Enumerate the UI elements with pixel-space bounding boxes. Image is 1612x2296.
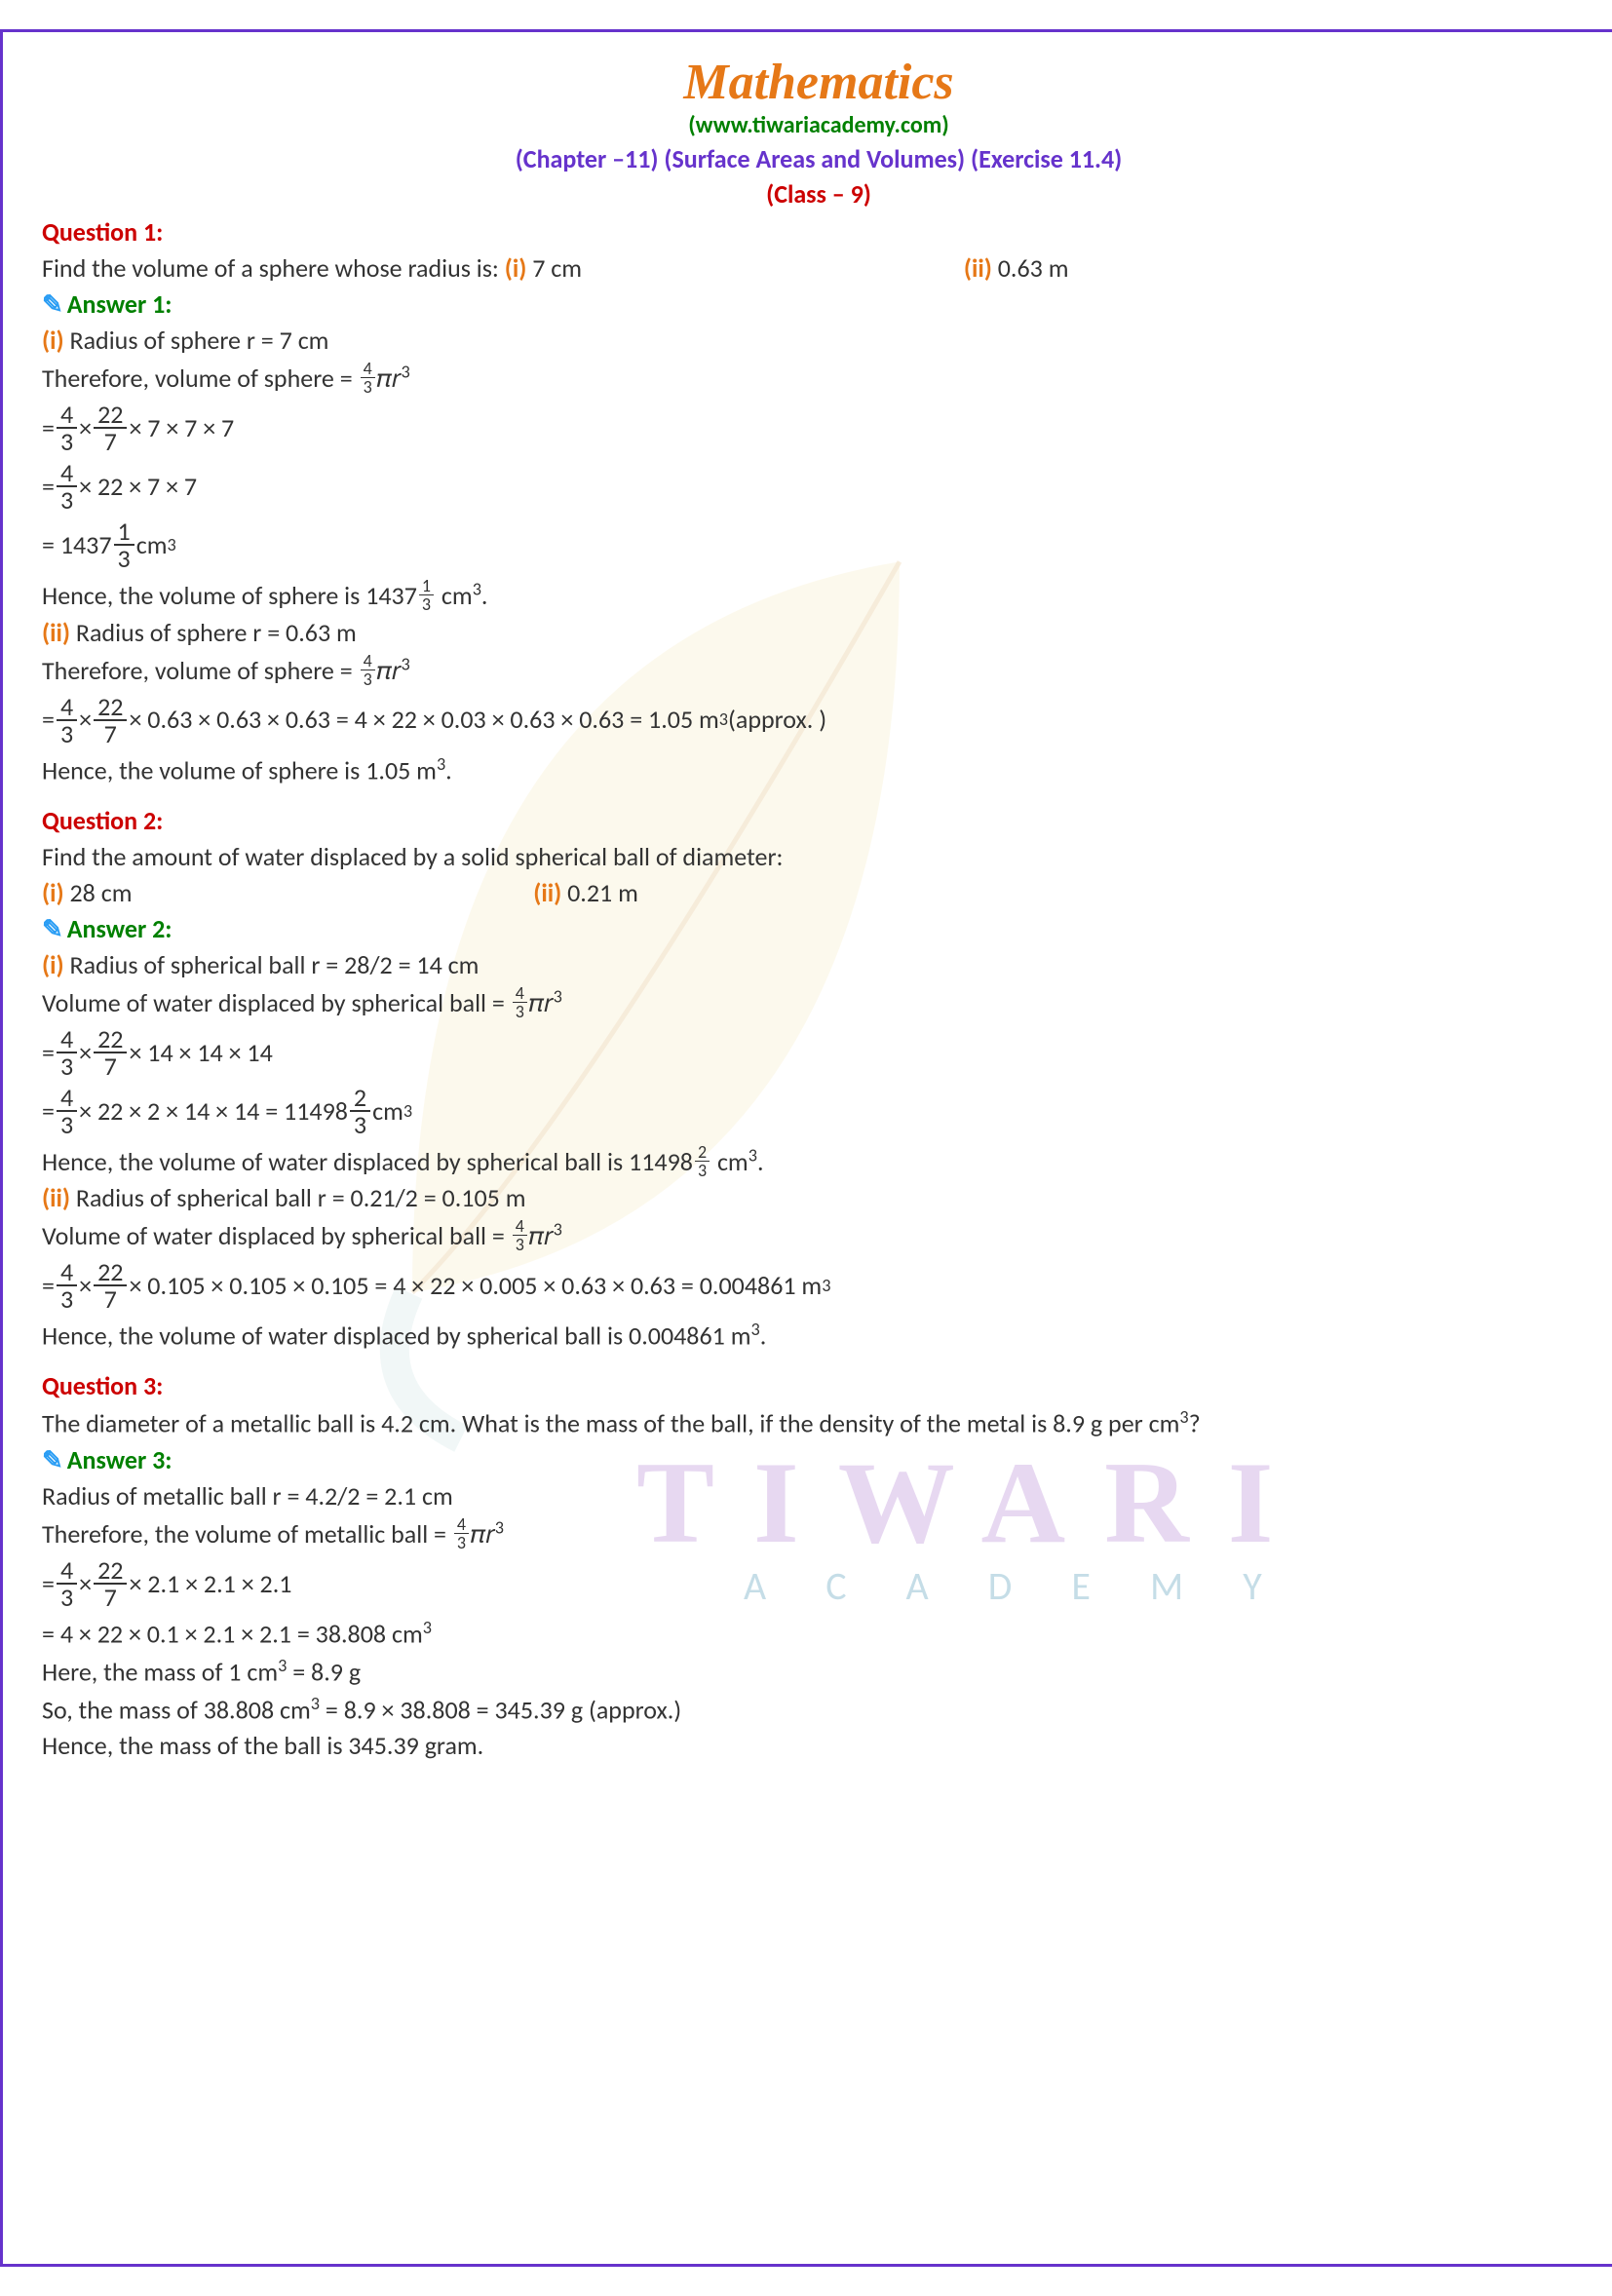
q1-ii-eq: = 43 × 227 × 0.63 × 0.63 × 0.63 = 4 × 22… <box>42 694 1595 746</box>
answer-2-label: ✎Answer 2: <box>42 912 1595 946</box>
q2-i-conc: Hence, the volume of water displaced by … <box>42 1143 1595 1179</box>
q1-text: Find the volume of a sphere whose radius… <box>42 251 1595 286</box>
q1-ii-l2: Therefore, volume of sphere = 43𝜋𝑟3 <box>42 652 1595 688</box>
q3-eq1: = 43 × 227 × 2.1 × 2.1 × 2.1 <box>42 1557 1595 1610</box>
question-1-label: Question 1: <box>42 215 1595 249</box>
q2-eq2: = 43 × 22 × 2 × 14 × 14 = 1149823 cm3 <box>42 1085 1595 1137</box>
q2-ii-eq: = 43 × 227 × 0.105 × 0.105 × 0.105 = 4 ×… <box>42 1259 1595 1312</box>
question-3-label: Question 3: <box>42 1369 1595 1403</box>
q3-l6: So, the mass of 38.808 cm3 = 8.9 × 38.80… <box>42 1692 1595 1728</box>
q3-l7: Hence, the mass of the ball is 345.39 gr… <box>42 1729 1595 1763</box>
tick-icon: ✎ <box>42 913 63 944</box>
tick-icon: ✎ <box>42 288 63 320</box>
q3-text: The diameter of a metallic ball is 4.2 c… <box>42 1405 1595 1441</box>
q1-eq1: = 43 × 227 × 7 × 7 × 7 <box>42 402 1595 454</box>
content-body: Question 1: Find the volume of a sphere … <box>42 215 1595 1764</box>
q1-i-conc: Hence, the volume of sphere is 143713 cm… <box>42 577 1595 613</box>
q3-l2: Therefore, the volume of metallic ball =… <box>42 1515 1595 1551</box>
q1-ii-conc: Hence, the volume of sphere is 1.05 m3. <box>42 752 1595 788</box>
page: TIWARI A C A D E M Y Mathematics (www.ti… <box>0 29 1612 2267</box>
q2-ii-l2: Volume of water displaced by spherical b… <box>42 1217 1595 1253</box>
q2-eq1: = 43 × 227 × 14 × 14 × 14 <box>42 1026 1595 1079</box>
q1-i-l2: Therefore, volume of sphere = 43𝜋𝑟3 <box>42 360 1595 396</box>
tick-icon: ✎ <box>42 1444 63 1475</box>
q2-ii-conc: Hence, the volume of water displaced by … <box>42 1318 1595 1354</box>
site-url: (www.tiwariacademy.com) <box>42 111 1595 139</box>
q3-l5: Here, the mass of 1 cm3 = 8.9 g <box>42 1654 1595 1690</box>
answer-3-label: ✎Answer 3: <box>42 1443 1595 1477</box>
q1-eq2: = 43 × 22 × 7 × 7 <box>42 460 1595 513</box>
class-line: (Class – 9) <box>42 178 1595 210</box>
q3-l1: Radius of metallic ball r = 4.2/2 = 2.1 … <box>42 1479 1595 1513</box>
q2-ii-l1: (ii) Radius of spherical ball r = 0.21/2… <box>42 1181 1595 1215</box>
q1-ii-l1: (ii) Radius of sphere r = 0.63 m <box>42 616 1595 650</box>
question-2-label: Question 2: <box>42 804 1595 838</box>
q2-text: Find the amount of water displaced by a … <box>42 840 1595 874</box>
q2-i-l2: Volume of water displaced by spherical b… <box>42 984 1595 1020</box>
chapter-line: (Chapter –11) (Surface Areas and Volumes… <box>42 143 1595 174</box>
q1-i-l1: (i) Radius of sphere r = 7 cm <box>42 324 1595 358</box>
q2-parts: (i) 28 cm (ii) 0.21 m <box>42 876 1595 910</box>
q2-i-l1: (i) Radius of spherical ball r = 28/2 = … <box>42 948 1595 982</box>
q3-l4: = 4 × 22 × 0.1 × 2.1 × 2.1 = 38.808 cm3 <box>42 1616 1595 1652</box>
page-title: Mathematics <box>42 54 1595 111</box>
q1-eq3: = 143713 cm3 <box>42 518 1595 571</box>
answer-1-label: ✎Answer 1: <box>42 287 1595 322</box>
